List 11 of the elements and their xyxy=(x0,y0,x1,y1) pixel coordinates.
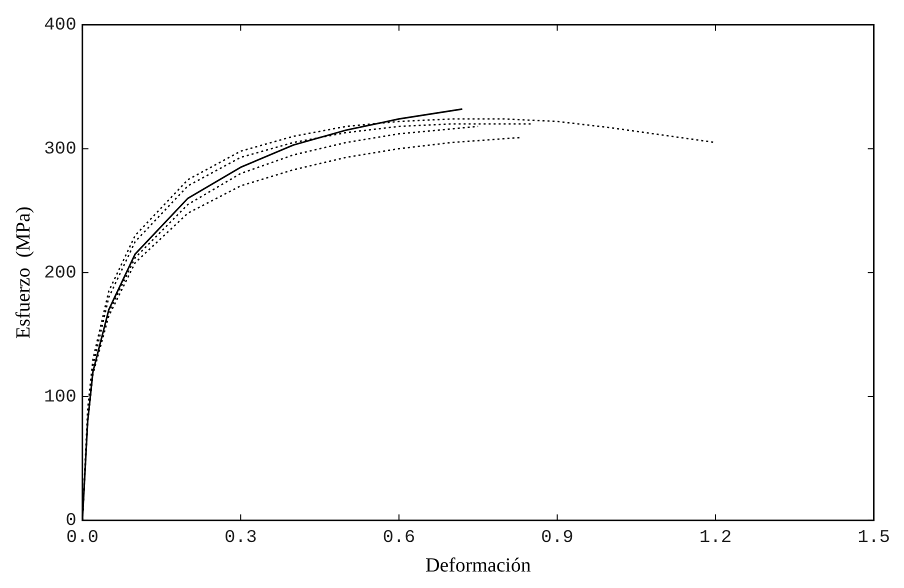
y-axis-title: Esfuerzo (MPa) xyxy=(12,206,34,339)
x-tick-label: 1.5 xyxy=(858,528,890,548)
y-tick-label: 400 xyxy=(44,16,76,36)
x-tick-label: 1.2 xyxy=(699,528,732,548)
y-tick-label: 100 xyxy=(44,387,76,408)
x-tick-label: 0.9 xyxy=(541,528,574,548)
y-tick-label: 300 xyxy=(44,139,76,160)
x-tick-label: 0.3 xyxy=(224,528,257,548)
x-tick-label: 0.6 xyxy=(382,528,416,548)
x-axis-title: Deformación xyxy=(425,554,531,576)
y-tick-label: 200 xyxy=(44,263,76,284)
